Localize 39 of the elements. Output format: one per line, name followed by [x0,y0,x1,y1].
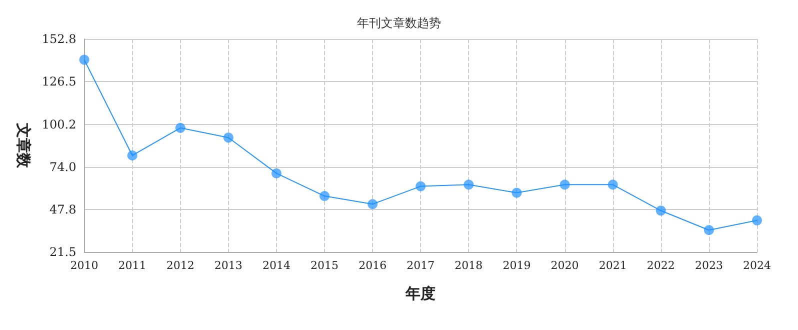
x-tick-label: 2021 [598,259,627,272]
y-axis-title: 文章数 [14,122,32,169]
point [752,215,762,226]
y-tick-label: 100.2 [42,117,76,132]
point [608,180,618,190]
x-tick-label: 2016 [358,259,387,272]
y-tick-label: 74.0 [50,160,76,174]
x-tick-label: 2015 [310,259,339,272]
x-tick-label: 2018 [454,259,483,272]
point [560,180,570,190]
y-tick-label: 47.8 [50,202,76,216]
point [175,122,186,133]
x-tick-label: 2010 [70,259,98,272]
point [368,199,378,210]
x-axis-title: 年度 [404,284,436,302]
y-tick-label: 152.8 [42,32,76,46]
point [704,225,714,236]
x-tick-label: 2023 [694,259,723,272]
y-tick-label: 21.5 [50,245,76,259]
x-tick-label: 2011 [118,259,146,272]
chart-title: 年刊文章数趋势 [357,16,441,30]
y-tick-label: 126.5 [42,74,76,89]
point [464,180,474,190]
point [271,168,282,178]
x-tick-label: 2020 [550,259,579,272]
point [320,191,330,202]
x-tick-label: 2024 [743,259,771,272]
point [79,54,90,65]
x-tick-label: 2012 [166,259,194,272]
x-tick-label: 2013 [214,259,242,272]
x-tick-label: 2022 [646,259,675,272]
point [223,132,234,143]
point [416,181,426,192]
point [127,150,138,160]
x-tick-label: 2014 [262,259,290,272]
point [512,188,522,198]
x-tick-label: 2017 [406,259,435,272]
x-tick-label: 2019 [502,259,531,272]
point [656,206,666,216]
